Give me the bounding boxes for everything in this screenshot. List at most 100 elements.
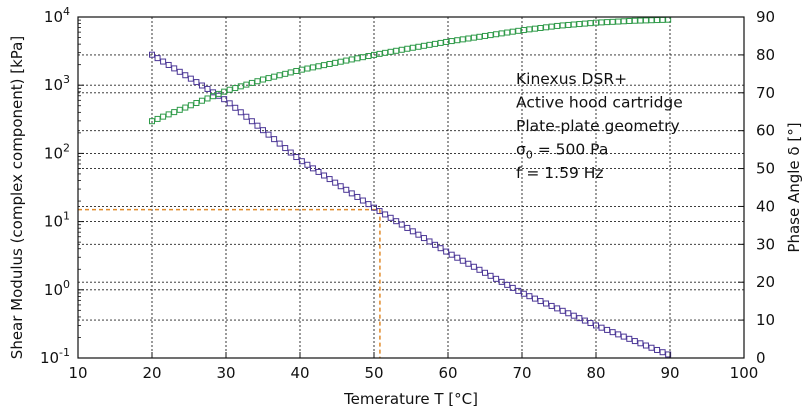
data-point bbox=[443, 38, 450, 45]
data-point bbox=[393, 47, 400, 54]
data-point bbox=[221, 88, 228, 95]
data-point bbox=[654, 17, 661, 24]
data-point bbox=[260, 127, 266, 134]
data-point bbox=[309, 64, 316, 71]
x-tick-label: 90 bbox=[660, 364, 679, 382]
data-point bbox=[271, 136, 278, 143]
data-point bbox=[287, 149, 294, 156]
data-point bbox=[226, 86, 233, 93]
data-point bbox=[265, 131, 272, 138]
data-point bbox=[215, 92, 222, 99]
data-point bbox=[365, 201, 372, 208]
data-point bbox=[326, 60, 333, 67]
x-tick-label: 30 bbox=[216, 364, 235, 382]
data-point bbox=[493, 275, 500, 282]
data-point bbox=[271, 73, 278, 80]
x-tick-label: 50 bbox=[364, 364, 383, 382]
data-point bbox=[154, 115, 161, 122]
data-point bbox=[332, 179, 339, 186]
data-point bbox=[459, 36, 466, 43]
data-series bbox=[149, 16, 672, 358]
data-point bbox=[598, 324, 605, 331]
data-point bbox=[631, 17, 638, 24]
x-tick-label: 40 bbox=[290, 364, 309, 382]
data-point bbox=[598, 19, 605, 26]
reference-lines bbox=[78, 208, 381, 358]
data-point bbox=[420, 42, 427, 49]
data-point bbox=[504, 281, 511, 288]
data-point bbox=[171, 109, 178, 116]
data-point bbox=[459, 257, 466, 264]
data-point bbox=[232, 85, 239, 92]
data-point bbox=[454, 37, 461, 44]
data-point bbox=[204, 85, 211, 92]
data-point bbox=[254, 78, 261, 85]
data-point bbox=[659, 16, 666, 23]
data-point bbox=[482, 32, 488, 39]
data-point bbox=[659, 349, 666, 356]
data-point bbox=[154, 55, 161, 62]
data-point bbox=[165, 61, 172, 68]
data-point bbox=[198, 97, 205, 104]
y-tick-label: 100 bbox=[44, 278, 70, 299]
data-point bbox=[570, 312, 577, 319]
annotation-line: Plate-plate geometry bbox=[516, 117, 680, 135]
annotation-line: Active hood cartridge bbox=[516, 94, 683, 112]
data-point bbox=[371, 204, 377, 211]
data-point bbox=[487, 32, 494, 39]
data-point bbox=[304, 65, 311, 72]
data-point bbox=[293, 67, 300, 74]
data-point bbox=[537, 298, 544, 305]
annotation-line: f = 1.59 Hz bbox=[516, 164, 604, 182]
data-point bbox=[498, 30, 505, 37]
data-point bbox=[587, 320, 594, 327]
data-point bbox=[576, 21, 583, 28]
data-point bbox=[587, 20, 594, 27]
y-tick-label: 101 bbox=[44, 210, 70, 231]
data-point bbox=[187, 102, 194, 109]
data-point bbox=[482, 269, 488, 276]
data-point bbox=[149, 118, 155, 125]
y2-tick-label: 80 bbox=[756, 46, 775, 64]
grid-lines bbox=[78, 17, 744, 358]
data-point bbox=[515, 287, 522, 294]
annotation-line: Kinexus DSR+ bbox=[516, 70, 627, 88]
data-point bbox=[476, 33, 483, 40]
data-point bbox=[315, 168, 322, 175]
data-point bbox=[382, 211, 389, 218]
x-tick-label: 10 bbox=[68, 364, 87, 382]
data-point bbox=[454, 254, 461, 261]
data-point bbox=[226, 100, 233, 107]
data-point bbox=[504, 29, 511, 36]
data-point bbox=[409, 44, 416, 51]
data-point bbox=[243, 81, 250, 88]
y-tick-label: 10-1 bbox=[40, 346, 70, 367]
data-point bbox=[404, 224, 411, 231]
y2-tick-label: 0 bbox=[756, 349, 766, 367]
data-point bbox=[160, 113, 167, 120]
data-point bbox=[604, 19, 611, 26]
data-point bbox=[443, 248, 450, 255]
data-point bbox=[237, 83, 244, 90]
data-point bbox=[376, 208, 383, 215]
data-point bbox=[371, 51, 377, 58]
y-axis-label: Shear Modulus (complex component) [kPa] bbox=[8, 36, 26, 359]
data-point bbox=[426, 238, 433, 245]
data-point bbox=[165, 111, 172, 118]
data-point bbox=[198, 82, 205, 89]
data-point bbox=[615, 18, 622, 25]
data-point bbox=[581, 20, 588, 27]
data-point bbox=[265, 75, 272, 82]
data-point bbox=[337, 58, 344, 65]
data-point bbox=[609, 329, 616, 336]
data-point bbox=[171, 65, 178, 72]
data-point bbox=[620, 333, 627, 340]
data-point bbox=[215, 90, 222, 97]
data-point bbox=[398, 221, 405, 228]
data-point bbox=[498, 278, 505, 285]
data-point bbox=[620, 18, 627, 25]
y2-axis-ticks: 0 10 20 30 40 50 60 70 80 90 bbox=[738, 8, 775, 367]
x-tick-label: 20 bbox=[142, 364, 161, 382]
data-point bbox=[565, 21, 572, 28]
